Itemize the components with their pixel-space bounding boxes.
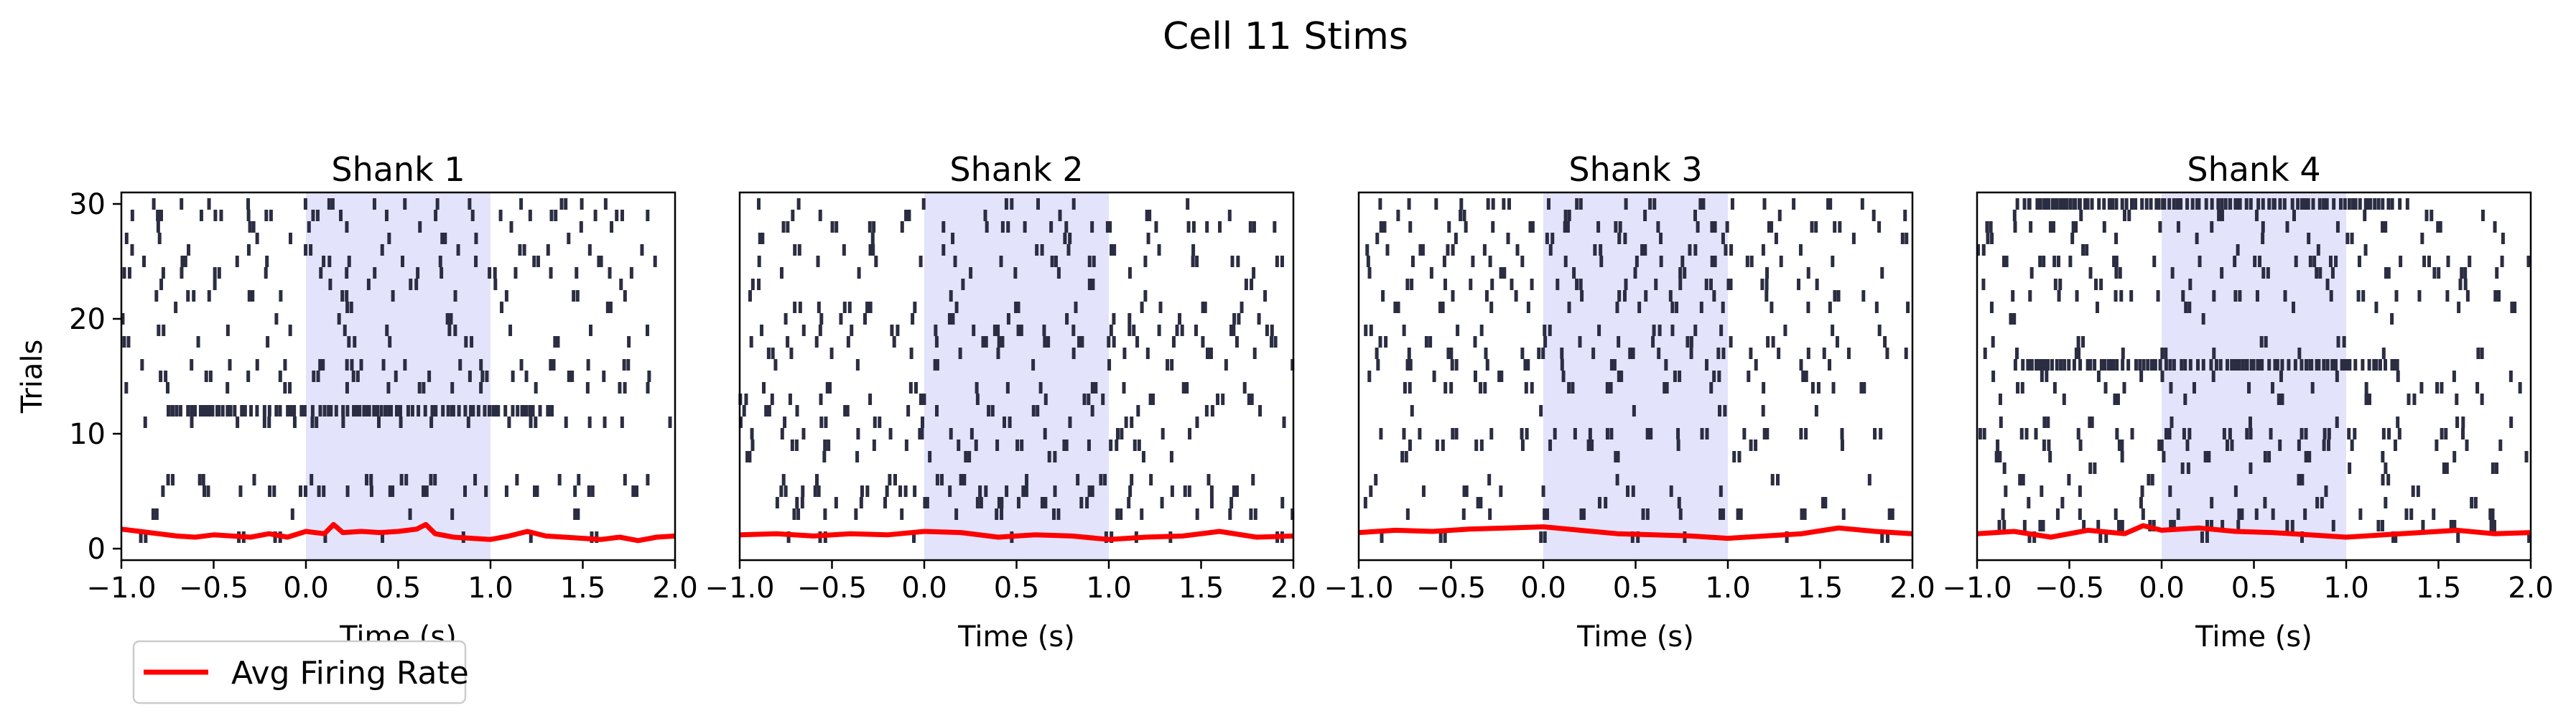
x-tick-label: 1.5	[1798, 572, 1843, 605]
x-tick-label: 0.0	[283, 572, 329, 605]
x-tick-label: 0.0	[1520, 572, 1566, 605]
y-tick-label: 10	[69, 418, 106, 451]
panel-title: Shank 2	[949, 150, 1083, 189]
x-tick-label: −1.0	[86, 572, 156, 605]
stim-window	[1543, 192, 1728, 560]
x-tick-label: 2.0	[652, 572, 698, 605]
x-tick-label: −0.5	[2035, 572, 2104, 605]
y-tick-label: 0	[88, 533, 106, 566]
panel-shank-3: Shank 3 −1.0 −0.5 0.0 0.5 1.0 1.5 2.0 Time (s)	[1324, 150, 1935, 653]
x-tick-label: 1.0	[2323, 572, 2369, 605]
x-tick-label: 0.5	[1613, 572, 1659, 605]
x-tick-label: 1.5	[2416, 572, 2462, 605]
x-tick-label: 1.0	[1086, 572, 1132, 605]
stim-window	[306, 192, 490, 560]
spike-raster	[121, 198, 672, 543]
legend-frame	[132, 640, 467, 704]
panel-title: Shank 3	[1568, 150, 1702, 189]
x-tick-label: 1.5	[1178, 572, 1224, 605]
x-tick-label: 0.5	[994, 572, 1040, 605]
x-tick-label: 2.0	[1270, 572, 1316, 605]
panel-shank-2: Shank 2 −1.0 −0.5 0.0 0.5 1.0 1.5 2.0 Time (s)	[705, 150, 1316, 653]
x-tick-label: 1.0	[468, 572, 513, 605]
x-tick-label: 0.5	[376, 572, 422, 605]
legend-label: Avg Firing Rate	[231, 655, 469, 692]
avg-firing-rate-line	[1358, 524, 1913, 541]
panel-title: Shank 1	[331, 150, 465, 189]
y-tick-label: 30	[69, 188, 106, 221]
x-tick-label: −1.0	[705, 572, 774, 605]
x-tick-label: 0.0	[2139, 572, 2185, 605]
spike-raster	[1976, 198, 2531, 543]
figure-title: Cell 11 Stims	[1163, 15, 1408, 58]
x-tick-label: −1.0	[1324, 572, 1393, 605]
x-tick-label: 0.0	[901, 572, 947, 605]
avg-firing-rate-line	[739, 529, 1294, 542]
y-tick-label: 20	[69, 303, 106, 336]
x-tick-label: 0.5	[2231, 572, 2277, 605]
x-axis-label: Time (s)	[957, 620, 1075, 653]
panel-title: Shank 4	[2187, 150, 2320, 189]
legend: Avg Firing Rate	[132, 640, 469, 704]
x-tick-label: −0.5	[797, 572, 867, 605]
x-tick-label: 1.5	[560, 572, 606, 605]
x-tick-label: −0.5	[1416, 572, 1486, 605]
panel-shank-4: Shank 4 −1.0 −0.5 0.0 0.5 1.0 1.5 2.0 Time (s)	[1942, 150, 2553, 653]
stim-window	[924, 192, 1109, 560]
shank-panels: Shank 1 −1.0 −0.5 0.0 0.5 1.0 1.5 2.0 Time (s) 0 1…	[16, 150, 2554, 653]
avg-firing-rate-line	[121, 521, 676, 544]
y-axis-label: Trials	[16, 340, 49, 414]
spike-raster	[1363, 198, 1910, 543]
x-tick-label: −0.5	[179, 572, 248, 605]
x-tick-label: 2.0	[2508, 572, 2554, 605]
x-tick-label: −1.0	[1942, 572, 2012, 605]
x-axis-label: Time (s)	[1576, 620, 1694, 653]
x-axis-label: Time (s)	[2195, 620, 2312, 653]
x-tick-label: 1.0	[1705, 572, 1751, 605]
x-tick-label: 2.0	[1889, 572, 1935, 605]
avg-firing-rate-line	[1976, 523, 2531, 540]
